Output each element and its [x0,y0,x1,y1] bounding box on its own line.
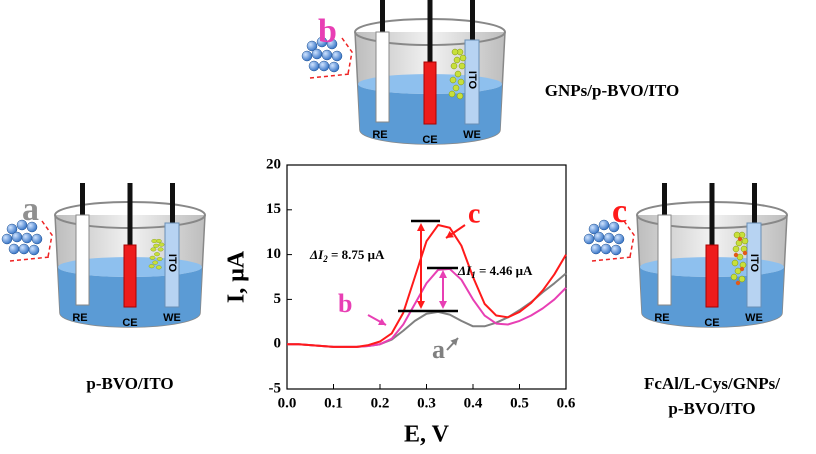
x-tick-label: 0.4 [464,395,483,411]
electrode-label: CE [122,317,137,329]
x-tick-label: 0.0 [278,395,297,411]
page: {"chart_data": {"type": "line", "xlabel"… [0,0,816,454]
annotation-symbol: ΔI [309,247,324,262]
x-tick-label: 0.6 [557,395,576,411]
electrode-label: WE [163,312,181,324]
cell-caption: p-BVO/ITO [86,374,173,393]
cell-letter: c [612,193,627,230]
y-tick-label: -5 [269,380,282,396]
x-tick-label: 0.5 [510,395,529,411]
annotation-text: = 8.75 μA [328,247,385,262]
cell-caption: p-BVO/ITO [668,399,755,418]
curve-label: c [468,198,480,229]
x-tick-label: 0.2 [371,395,390,411]
y-tick-label: 10 [266,246,281,262]
cell-caption: GNPs/p-BVO/ITO [545,81,679,100]
curve-label: a [432,335,445,364]
x-axis-label: E, V [404,422,450,448]
annotation: ΔI2 = 8.75 μA [309,247,385,264]
electrode-label: ITO [748,254,760,273]
x-tick-label: 0.3 [417,395,436,411]
y-tick-label: 5 [274,291,282,307]
y-tick-label: 0 [274,336,282,352]
electrode-label: WE [463,129,481,141]
annotation-text: = 4.46 μA [476,263,533,278]
cell-caption: FcAl/L-Cys/GNPs/ [644,374,780,393]
annotation: ΔI1 = 4.46 μA [457,263,533,280]
cell-letter: b [318,13,337,50]
curve-label: b [338,289,352,318]
y-axis-label: I, μA [224,250,250,303]
electrode-label: CE [704,317,719,329]
y-tick-label: 20 [266,156,281,172]
y-tick-label: 15 [266,201,281,217]
annotation-symbol: ΔI [457,263,472,278]
electrode-label: CE [422,134,437,146]
electrode-label: RE [72,312,87,324]
electrode-label: ITO [466,71,478,90]
x-tick-label: 0.1 [324,395,343,411]
cell-letter: a [22,191,39,228]
electrode-label: ITO [166,254,178,273]
electrode-label: WE [745,312,763,324]
electrode-label: RE [372,129,387,141]
figure: 0.0 0.1 0.2 0.3 0.4 0.5 0.6 -5 0 5 10 15 20 E, V I, μA… [0,0,816,449]
electrode-label: RE [654,312,669,324]
